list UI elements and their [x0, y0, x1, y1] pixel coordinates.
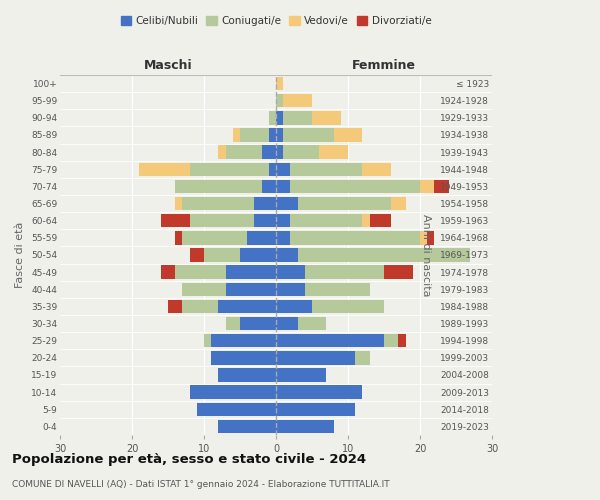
- Bar: [283, 111, 312, 124]
- Bar: [420, 231, 427, 244]
- Text: Femmine: Femmine: [352, 58, 416, 71]
- Bar: [384, 334, 398, 347]
- Bar: [161, 214, 190, 228]
- Bar: [190, 214, 254, 228]
- Bar: [233, 128, 240, 141]
- Bar: [226, 146, 262, 159]
- Bar: [398, 334, 406, 347]
- Bar: [218, 146, 226, 159]
- Bar: [276, 317, 298, 330]
- Bar: [298, 197, 391, 210]
- Bar: [276, 180, 290, 193]
- Bar: [283, 128, 334, 141]
- Bar: [305, 266, 384, 279]
- Bar: [161, 266, 175, 279]
- Bar: [334, 128, 362, 141]
- Bar: [204, 334, 211, 347]
- Bar: [276, 146, 283, 159]
- Bar: [276, 420, 334, 433]
- Y-axis label: Fasce di età: Fasce di età: [16, 222, 25, 288]
- Bar: [269, 128, 276, 141]
- Bar: [226, 317, 240, 330]
- Text: COMUNE DI NAVELLI (AQ) - Dati ISTAT 1° gennaio 2024 - Elaborazione TUTTITALIA.IT: COMUNE DI NAVELLI (AQ) - Dati ISTAT 1° g…: [12, 480, 389, 489]
- Bar: [290, 180, 420, 193]
- Bar: [276, 368, 326, 382]
- Bar: [276, 111, 283, 124]
- Bar: [197, 402, 276, 416]
- Bar: [218, 300, 276, 313]
- Bar: [218, 420, 276, 433]
- Bar: [305, 282, 370, 296]
- Bar: [182, 197, 254, 210]
- Bar: [190, 248, 204, 262]
- Bar: [211, 351, 276, 364]
- Bar: [276, 197, 298, 210]
- Bar: [312, 111, 341, 124]
- Bar: [276, 214, 290, 228]
- Bar: [175, 231, 182, 244]
- Bar: [226, 266, 276, 279]
- Bar: [269, 111, 276, 124]
- Bar: [247, 231, 276, 244]
- Text: Maschi: Maschi: [143, 58, 193, 71]
- Y-axis label: Anni di nascita: Anni di nascita: [421, 214, 431, 296]
- Bar: [427, 231, 434, 244]
- Bar: [312, 300, 384, 313]
- Bar: [254, 214, 276, 228]
- Bar: [168, 300, 182, 313]
- Bar: [175, 266, 226, 279]
- Bar: [290, 162, 362, 176]
- Bar: [139, 162, 190, 176]
- Bar: [276, 231, 290, 244]
- Bar: [391, 197, 406, 210]
- Bar: [362, 214, 370, 228]
- Bar: [218, 368, 276, 382]
- Bar: [283, 146, 319, 159]
- Bar: [240, 248, 276, 262]
- Bar: [290, 214, 362, 228]
- Bar: [355, 351, 370, 364]
- Bar: [254, 197, 276, 210]
- Bar: [298, 317, 326, 330]
- Bar: [283, 94, 312, 108]
- Legend: Celibi/Nubili, Coniugati/e, Vedovi/e, Divorziati/e: Celibi/Nubili, Coniugati/e, Vedovi/e, Di…: [116, 12, 436, 30]
- Bar: [175, 180, 262, 193]
- Bar: [298, 248, 470, 262]
- Bar: [226, 282, 276, 296]
- Bar: [262, 146, 276, 159]
- Text: Popolazione per età, sesso e stato civile - 2024: Popolazione per età, sesso e stato civil…: [12, 452, 366, 466]
- Bar: [240, 128, 269, 141]
- Bar: [240, 317, 276, 330]
- Bar: [262, 180, 276, 193]
- Bar: [182, 300, 218, 313]
- Bar: [276, 162, 290, 176]
- Bar: [276, 334, 384, 347]
- Bar: [384, 266, 413, 279]
- Bar: [290, 231, 420, 244]
- Bar: [211, 334, 276, 347]
- Bar: [276, 77, 283, 90]
- Bar: [182, 282, 226, 296]
- Bar: [319, 146, 348, 159]
- Bar: [370, 214, 391, 228]
- Bar: [276, 248, 298, 262]
- Bar: [276, 94, 283, 108]
- Bar: [276, 128, 283, 141]
- Bar: [276, 282, 305, 296]
- Bar: [269, 162, 276, 176]
- Bar: [276, 300, 312, 313]
- Bar: [175, 197, 182, 210]
- Bar: [190, 386, 276, 399]
- Bar: [190, 162, 269, 176]
- Bar: [276, 402, 355, 416]
- Bar: [276, 351, 355, 364]
- Bar: [434, 180, 449, 193]
- Bar: [276, 386, 362, 399]
- Bar: [182, 231, 247, 244]
- Bar: [276, 266, 305, 279]
- Bar: [362, 162, 391, 176]
- Bar: [420, 180, 434, 193]
- Bar: [204, 248, 240, 262]
